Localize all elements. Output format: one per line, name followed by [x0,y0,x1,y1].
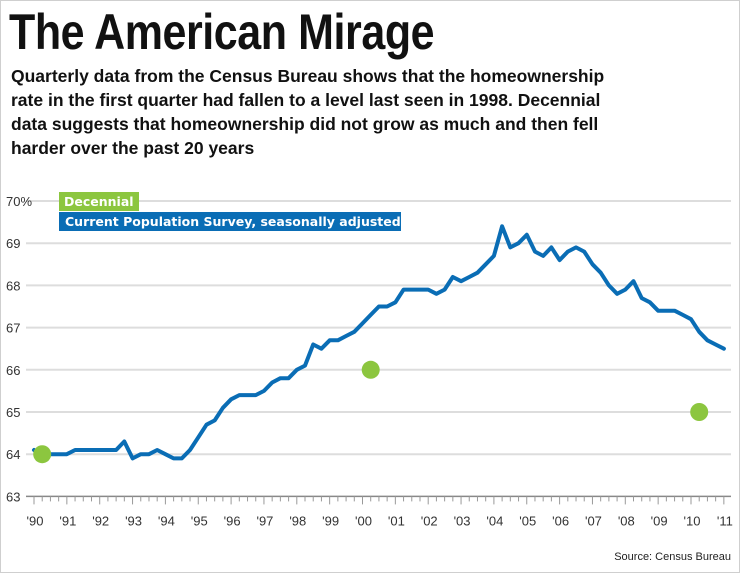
subtitle-line: Quarterly data from the Census Bureau sh… [11,66,605,86]
source-note: Source: Census Bureau [614,551,731,563]
y-tick-label: 69 [6,236,20,251]
legend-cps-label: Current Population Survey, seasonally ad… [65,214,401,229]
x-tick-label: '96 [224,513,241,528]
gridlines [26,200,731,456]
y-tick-label: 67 [6,321,20,336]
x-tick-label: '91 [59,513,76,528]
decennial-point [33,445,52,464]
y-tick-label: 68 [6,278,20,293]
x-tick-label: '98 [289,513,306,528]
x-tick-label: '04 [486,513,503,528]
x-tick-label: '06 [552,513,569,528]
y-tick-label: 63 [6,489,20,504]
x-tick-label: '97 [256,513,273,528]
legend: Decennial Current Population Survey, sea… [59,192,401,231]
y-tick-label: 65 [6,405,20,420]
decennial-point [690,403,709,421]
x-tick-label: '11 [717,513,733,528]
x-tick-label: '02 [421,513,438,528]
x-tick-label: '03 [454,513,471,528]
legend-decennial-label: Decennial [64,194,134,209]
x-tick-label: '93 [125,513,142,528]
cps-series-line [32,224,726,461]
x-tick-label: '92 [92,513,109,528]
y-tick-label: 70% [6,194,32,209]
x-tick-label: '99 [322,513,339,528]
y-axis-labels: 63 64 65 66 67 68 69 70% [6,194,32,504]
x-tick-label: '07 [585,513,602,528]
x-tick-label: '90 [27,513,44,528]
decennial-point [361,360,380,379]
y-tick-label: 66 [6,363,20,378]
x-tick-label: '08 [618,513,635,528]
chart-title: The American Mirage [9,4,435,60]
x-axis: '90 '91 '92 '93 '94 '95 '96 '97 '98 '99 '00 '01 '02 '… [26,495,733,528]
subtitle-line: harder over the past 20 years [11,138,255,158]
series [32,224,726,464]
chart-subtitle: Quarterly data from the Census Bureau sh… [11,64,604,160]
x-tick-label: '10 [684,513,701,528]
x-tick-label: '05 [519,513,536,528]
subtitle-line: data suggests that homeownership did not… [11,114,599,134]
x-tick-label: '09 [651,513,668,528]
x-tick-label: '94 [158,513,175,528]
x-tick-label: '00 [355,513,372,528]
legend-cps-swatch [59,212,401,231]
x-tick-label: '95 [191,513,208,528]
subtitle-line: rate in the first quarter had fallen to … [11,90,601,110]
legend-decennial-swatch [59,192,139,211]
x-tick-label: '01 [388,513,405,528]
y-tick-label: 64 [6,447,20,462]
